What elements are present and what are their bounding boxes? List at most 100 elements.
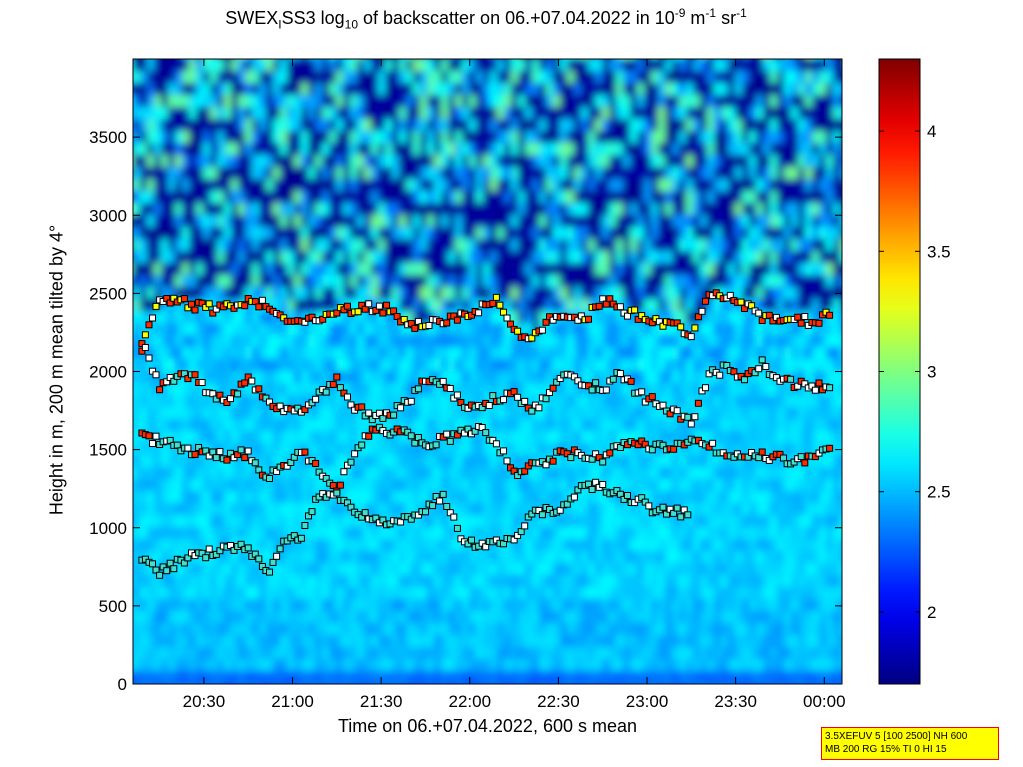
bottom-layer-marker [588, 486, 596, 493]
middle-layer-marker [616, 370, 624, 377]
bottom-layer-marker [585, 480, 592, 488]
upper-layer-marker [758, 317, 766, 324]
lower-layer-marker [500, 447, 507, 455]
heatmap-field [133, 59, 842, 684]
upper-layer-marker [638, 312, 646, 320]
upper-layer-marker [166, 299, 174, 307]
lower-layer-marker [283, 462, 291, 470]
lower-layer-marker [606, 449, 614, 457]
y-axis: 0 500 1000 1500 2000 2500 3000 3500 [89, 128, 842, 694]
bottom-layer-marker [673, 504, 681, 512]
bottom-layer-marker [333, 489, 341, 497]
middle-layer-marker [549, 384, 557, 392]
middle-layer-marker [659, 401, 667, 409]
x-tick-label: 20:30 [183, 692, 226, 711]
middle-layer-marker [397, 404, 405, 412]
bottom-layer-marker [439, 490, 447, 498]
bottom-layer-marker [422, 508, 429, 516]
middle-layer-marker [322, 388, 330, 396]
bottom-layer-marker [166, 559, 174, 567]
middle-layer-marker [344, 393, 351, 401]
bottom-layer-marker [638, 494, 646, 502]
middle-layer-marker [439, 377, 447, 385]
bottom-layer-marker [443, 503, 451, 510]
middle-layer-marker [312, 395, 320, 403]
info-line-2: MB 200 RG 15% TI 0 HI 15 [825, 744, 947, 755]
y-axis-label: Height in m, 200 m mean tilted by 4° [46, 224, 67, 516]
middle-layer-marker [301, 406, 309, 414]
middle-layer-marker [684, 413, 692, 421]
lower-layer-marker [709, 439, 717, 447]
lower-layer-marker [404, 428, 412, 436]
middle-layer-marker [638, 388, 646, 396]
middle-layer-marker [184, 375, 192, 383]
middle-layer-marker [390, 411, 398, 419]
upper-layer-marker [514, 327, 522, 335]
x-tick-label: 22:00 [449, 692, 492, 711]
heatmap-cells [133, 59, 842, 684]
middle-layer-marker [212, 395, 220, 403]
chart-title: SWEXISS3 log10 of backscatter on 06.+07.… [225, 6, 747, 32]
bottom-layer-marker [170, 565, 178, 573]
lower-layer-marker [255, 466, 263, 474]
bottom-layer-marker [680, 506, 688, 514]
upper-layer-marker [691, 324, 699, 332]
middle-layer-marker [141, 344, 149, 351]
bottom-layer-marker [361, 509, 369, 517]
middle-layer-marker [244, 373, 252, 381]
upper-layer-marker [450, 312, 458, 320]
colorbar-tick-label: 3.5 [927, 242, 951, 261]
lower-layer-marker [826, 444, 834, 452]
middle-layer-marker [489, 392, 497, 400]
middle-layer-marker [414, 385, 422, 393]
lower-layer-marker [765, 456, 773, 464]
x-tick-label: 21:30 [360, 692, 403, 711]
x-axis-label: Time on 06.+07.04.2022, 600 s mean [337, 716, 638, 736]
upper-layer-marker [411, 324, 419, 332]
middle-layer-marker [379, 414, 387, 422]
upper-layer-marker [425, 322, 433, 329]
bottom-layer-marker [301, 522, 309, 529]
lower-layer-marker [549, 457, 557, 465]
upper-layer-marker [694, 313, 702, 321]
lower-layer-marker [758, 448, 766, 456]
upper-layer-marker [677, 323, 685, 331]
middle-layer-marker [702, 384, 709, 392]
bottom-layer-marker [297, 534, 305, 542]
lower-layer-marker [241, 454, 249, 462]
upper-layer-marker [616, 303, 624, 311]
lower-layer-marker [599, 458, 607, 466]
lower-layer-marker [443, 430, 451, 438]
colorbar-tick-label: 4 [927, 122, 936, 141]
upper-layer-marker [741, 305, 748, 312]
middle-layer-marker [234, 390, 242, 398]
colorbar-tick-label: 2.5 [927, 483, 951, 502]
upper-layer-marker [624, 312, 631, 320]
bottom-layer-marker [670, 509, 678, 517]
lower-layer-marker [616, 444, 624, 451]
layer-markers [138, 289, 834, 579]
y-tick-label: 3500 [89, 128, 127, 147]
upper-layer-marker [365, 300, 373, 308]
lower-layer-marker [670, 445, 678, 453]
bottom-layer-marker [163, 567, 171, 575]
lower-layer-marker [365, 432, 373, 440]
upper-layer-marker [726, 291, 734, 299]
upper-layer-marker [577, 312, 585, 320]
upper-layer-marker [815, 319, 823, 327]
bottom-layer-marker [450, 513, 458, 521]
middle-layer-marker [694, 399, 702, 407]
middle-layer-marker [198, 379, 206, 386]
middle-layer-marker [514, 393, 522, 401]
middle-layer-marker [340, 389, 348, 397]
bottom-layer-marker [397, 518, 405, 526]
lower-layer-marker [446, 437, 454, 445]
bottom-layer-marker [308, 508, 316, 516]
lower-layer-marker [173, 441, 181, 449]
upper-layer-marker [655, 318, 663, 326]
lower-layer-marker [251, 459, 259, 467]
upper-layer-marker [755, 309, 763, 317]
colorbar-axis: 2 2.5 3 3.5 4 [879, 122, 951, 622]
y-tick-label: 0 [118, 675, 127, 694]
upper-layer-marker [772, 313, 780, 321]
